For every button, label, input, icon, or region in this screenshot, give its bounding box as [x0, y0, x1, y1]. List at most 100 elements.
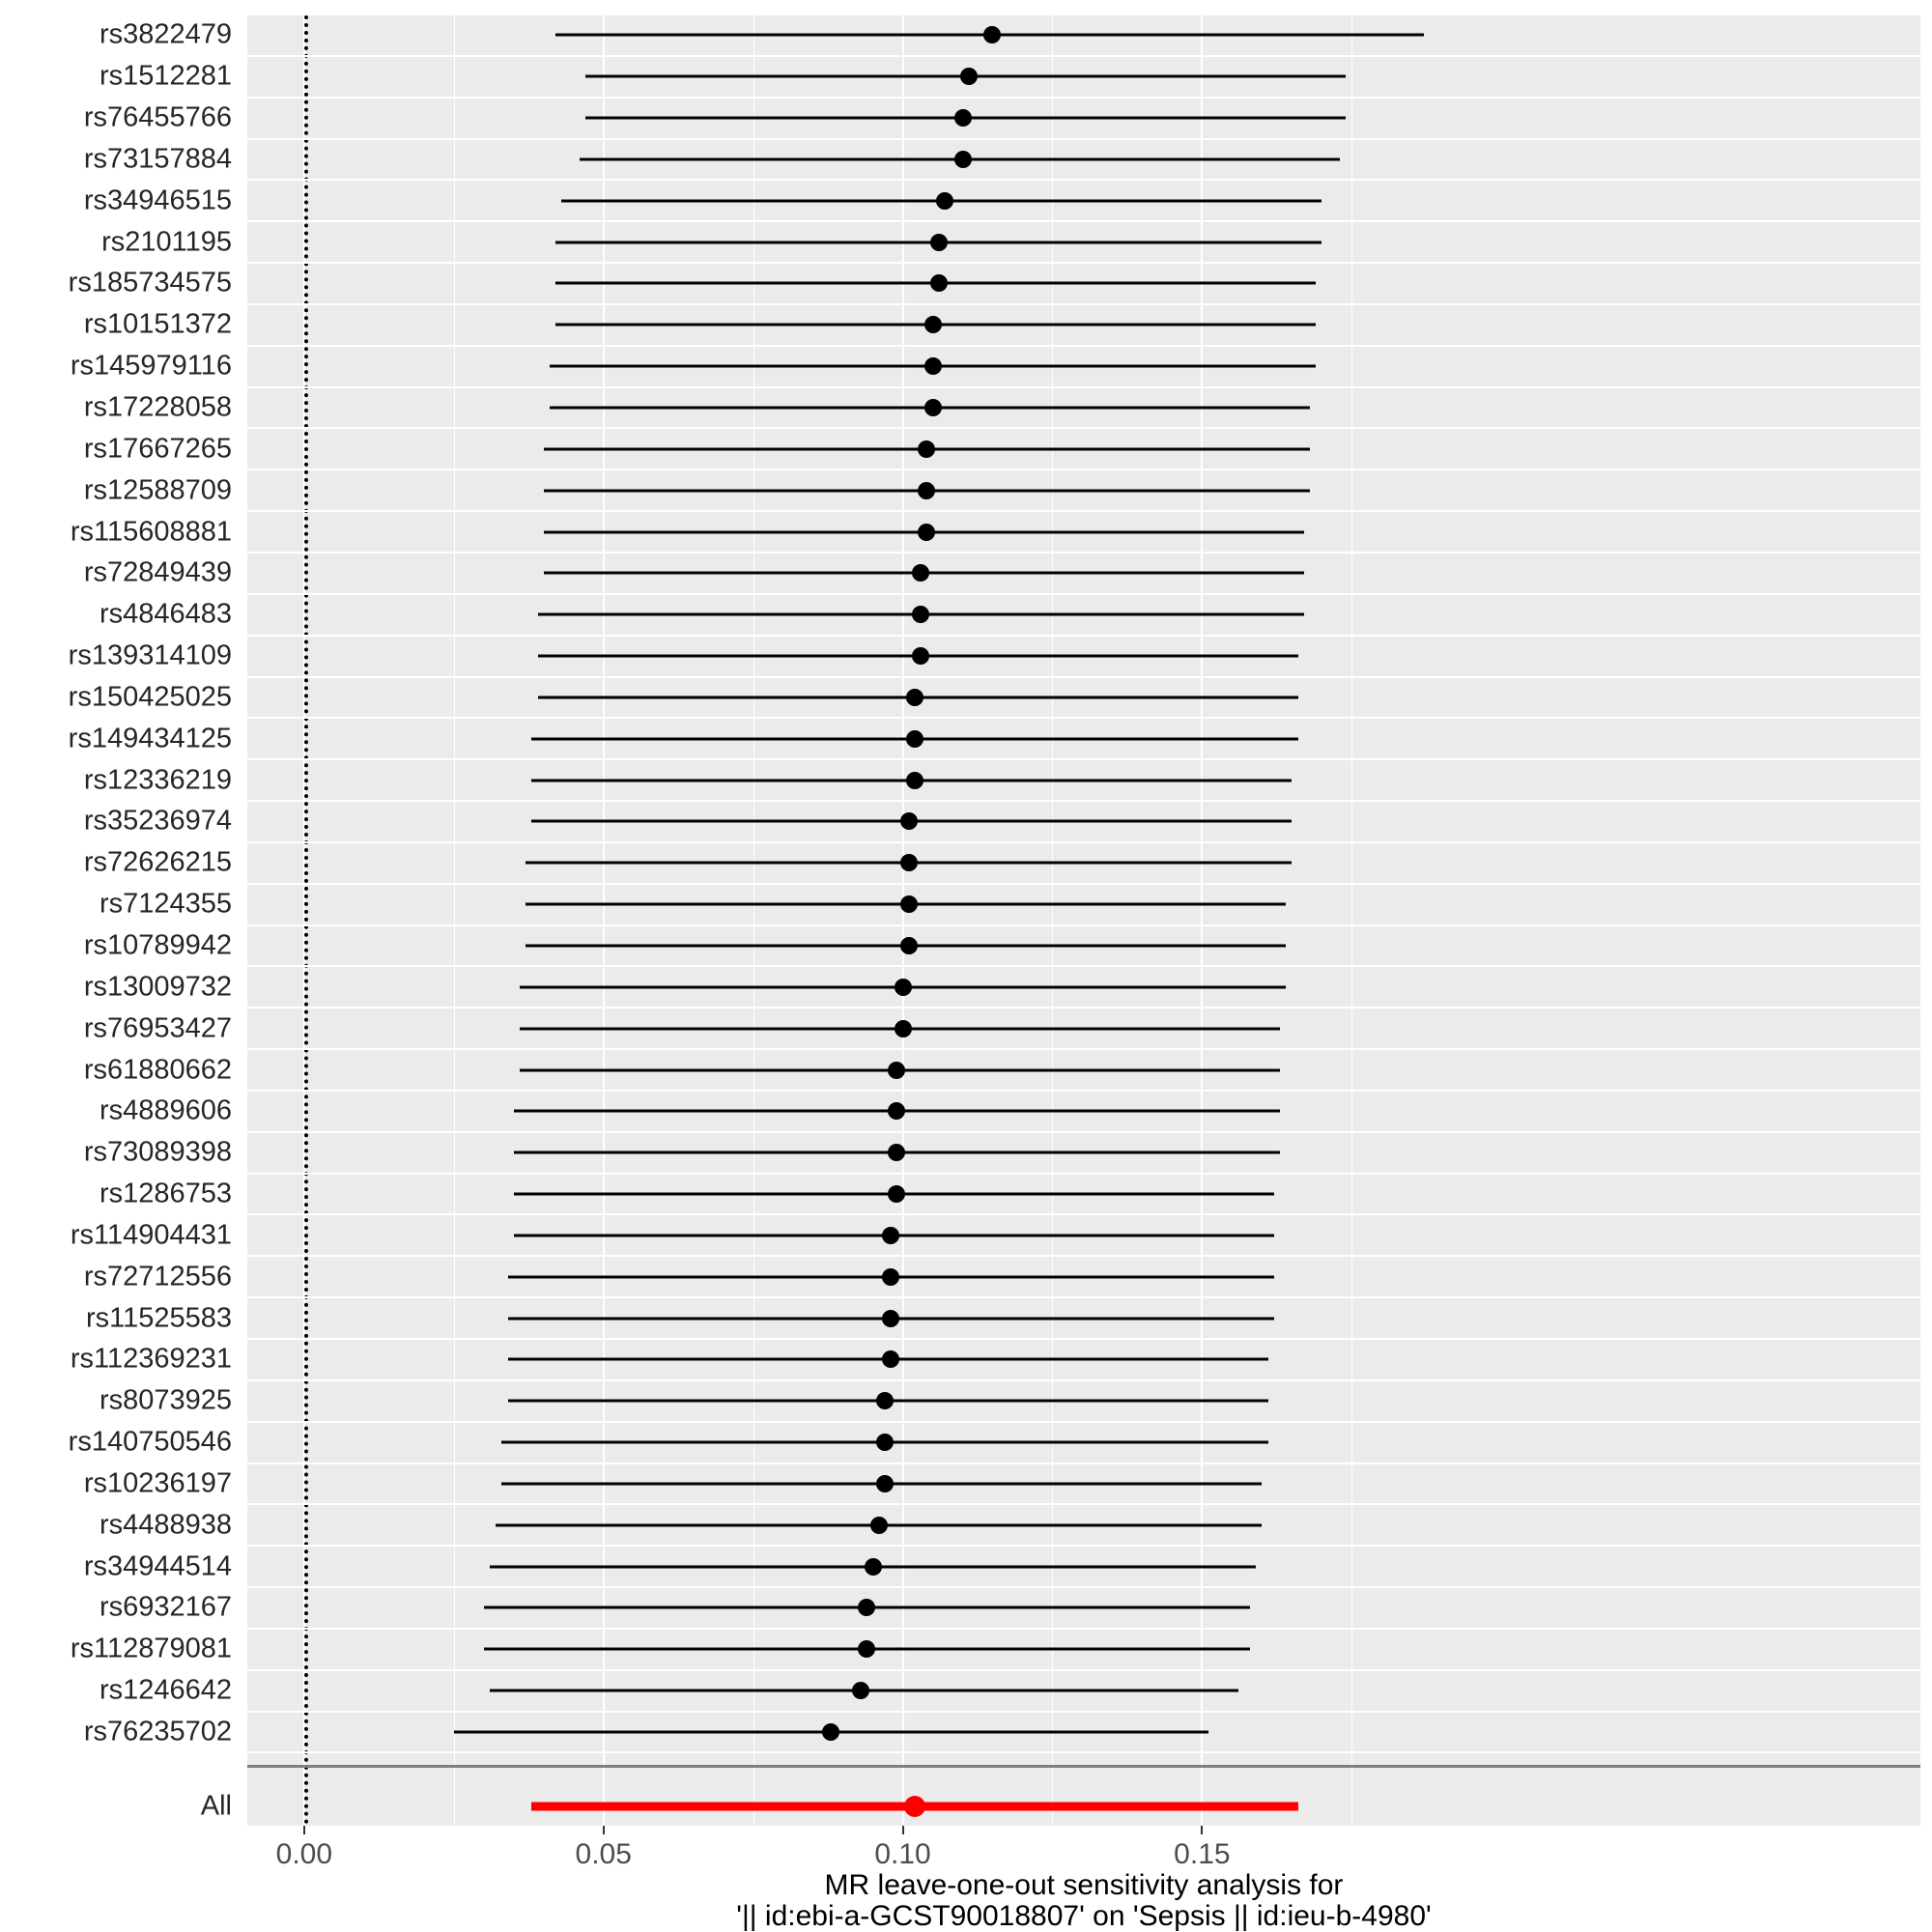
estimate-point — [905, 729, 923, 748]
forest-row: rs4889606 — [99, 1089, 1920, 1131]
y-axis-label: All — [200, 1790, 232, 1822]
y-axis-label: rs10236197 — [83, 1467, 232, 1499]
x-tick-mark — [901, 1826, 904, 1834]
minor-gridline — [453, 15, 455, 1826]
y-axis-label: rs10151372 — [83, 308, 232, 340]
forest-row: rs145979116 — [71, 344, 1920, 386]
y-axis-label: rs2101195 — [101, 226, 232, 258]
forest-row: rs76953427 — [84, 1007, 1920, 1048]
forest-row: rs61880662 — [84, 1048, 1920, 1090]
estimate-point — [953, 109, 972, 128]
y-axis-label: rs17667265 — [83, 433, 232, 465]
estimate-point — [869, 1516, 888, 1534]
y-axis-label: rs35236974 — [83, 805, 232, 837]
forest-row: rs73157884 — [84, 137, 1920, 180]
forest-row: rs34944514 — [84, 1545, 1920, 1586]
x-axis: MR leave-one-out sensitivity analysis fo… — [247, 1826, 1920, 1932]
y-axis-label: rs13009732 — [83, 971, 232, 1003]
forest-row: rs76455766 — [84, 96, 1920, 138]
y-axis-label: rs72712556 — [83, 1261, 232, 1293]
x-tick-mark — [1201, 1826, 1204, 1834]
estimate-point — [905, 771, 923, 789]
forest-row: rs140750546 — [69, 1420, 1920, 1463]
estimate-point — [864, 1557, 882, 1576]
estimate-point — [912, 564, 930, 582]
zero-reference-line — [303, 15, 308, 1826]
estimate-point — [959, 68, 978, 86]
y-axis-label: rs1246642 — [99, 1674, 232, 1706]
estimate-point — [918, 523, 936, 541]
estimate-point — [875, 1434, 894, 1452]
y-axis-label: rs12588709 — [83, 474, 232, 506]
forest-row: rs10789942 — [84, 923, 1920, 966]
y-axis-label: rs4889606 — [99, 1094, 232, 1126]
y-axis-label: rs3822479 — [99, 18, 232, 50]
estimate-point — [912, 606, 930, 624]
y-axis-label: rs1512281 — [99, 60, 232, 92]
y-axis-label: rs8073925 — [99, 1384, 232, 1416]
estimate-point — [929, 233, 948, 251]
forest-row: rs73089398 — [84, 1130, 1920, 1173]
forest-row: rs6932167 — [99, 1586, 1920, 1628]
y-axis-label: rs34946515 — [83, 185, 232, 216]
forest-row: rs17667265 — [84, 427, 1920, 469]
estimate-point — [899, 895, 918, 914]
estimate-point — [858, 1599, 876, 1617]
estimate-point — [923, 399, 942, 417]
estimate-point — [882, 1309, 900, 1327]
y-axis-label: rs4488938 — [99, 1509, 232, 1541]
forest-row: rs3822479 — [99, 15, 1920, 55]
y-axis-label: rs149434125 — [68, 723, 232, 754]
y-axis-label: rs76455766 — [83, 101, 232, 133]
forest-row: rs10236197 — [84, 1462, 1920, 1504]
summary-row: All — [201, 1786, 1920, 1826]
x-tick-label: 0.10 — [874, 1838, 931, 1870]
y-axis-label: rs10789942 — [83, 929, 232, 961]
estimate-point — [888, 1102, 906, 1121]
estimate-point — [822, 1723, 840, 1742]
x-tick-mark — [302, 1826, 305, 1834]
forest-row: rs10151372 — [84, 302, 1920, 345]
y-axis-label: rs76235702 — [83, 1716, 232, 1747]
estimate-point — [899, 936, 918, 954]
y-axis-label: rs73157884 — [83, 143, 232, 175]
y-axis-label: rs61880662 — [83, 1054, 232, 1086]
estimate-point — [929, 274, 948, 293]
forest-row: rs7124355 — [99, 882, 1920, 924]
forest-row: rs150425025 — [69, 675, 1920, 718]
x-axis-title: MR leave-one-out sensitivity analysis fo… — [247, 1870, 1920, 1932]
x-tick-label: 0.15 — [1174, 1838, 1231, 1870]
estimate-point — [858, 1640, 876, 1659]
y-axis-label: rs11525583 — [85, 1302, 232, 1334]
y-axis-label: rs34944514 — [83, 1550, 232, 1582]
forest-row: rs12588709 — [84, 469, 1920, 510]
estimate-point — [953, 150, 972, 168]
estimate-point — [983, 26, 1002, 44]
forest-row: rs8073925 — [99, 1378, 1920, 1421]
y-axis-label: rs145979116 — [70, 350, 232, 382]
plot-panel: rs3822479 rs1512281 rs76455766 rs73157884 rs… — [69, 15, 1920, 1826]
forest-row: rs185734575 — [69, 262, 1920, 303]
y-axis-label: rs114904431 — [70, 1219, 232, 1251]
forest-rows: rs3822479 rs1512281 rs76455766 rs73157884 rs… — [69, 15, 1920, 1826]
estimate-point — [923, 357, 942, 376]
forest-row: rs115608881 — [71, 510, 1920, 552]
estimate-point — [912, 647, 930, 666]
forest-row: rs1286753 — [99, 1172, 1920, 1214]
y-axis-label: rs12336219 — [83, 764, 232, 796]
x-axis-title-line-1: MR leave-one-out sensitivity analysis fo… — [824, 1869, 1344, 1901]
forest-row: rs149434125 — [69, 717, 1920, 758]
y-axis-label: rs139314109 — [68, 639, 232, 671]
forest-row: rs76235702 — [84, 1710, 1920, 1752]
estimate-point — [899, 812, 918, 831]
y-axis-label: rs112369231 — [70, 1343, 232, 1375]
forest-row: rs139314109 — [69, 634, 1920, 676]
estimate-point — [894, 1019, 912, 1037]
estimate-point — [918, 440, 936, 458]
forest-row: rs72626215 — [84, 840, 1920, 883]
estimate-point — [935, 191, 953, 210]
estimate-point — [852, 1682, 870, 1700]
estimate-point — [903, 1795, 925, 1817]
estimate-point — [888, 1061, 906, 1079]
